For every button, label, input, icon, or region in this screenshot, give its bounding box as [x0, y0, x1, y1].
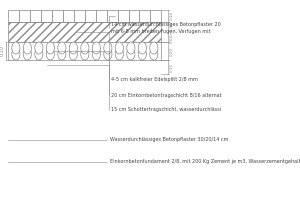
Text: 0.10: 0.10 — [0, 46, 5, 56]
Bar — [150, 10, 161, 22]
Bar — [128, 10, 140, 22]
Circle shape — [12, 48, 20, 60]
Text: 0.04+0.03: 0.04+0.03 — [170, 21, 174, 43]
Text: Wasserdurchlässiges Betonpflaster 30/20/14 cm: Wasserdurchlässiges Betonpflaster 30/20/… — [110, 138, 229, 142]
Circle shape — [127, 48, 135, 60]
Circle shape — [81, 42, 89, 54]
Circle shape — [104, 42, 112, 54]
Circle shape — [69, 42, 77, 54]
Bar — [118, 10, 128, 22]
Bar — [52, 10, 63, 22]
Circle shape — [58, 42, 66, 54]
Circle shape — [81, 48, 89, 60]
Bar — [19, 10, 30, 22]
Text: 20 cm Einkornbetontragschicht 8/16 alternat: 20 cm Einkornbetontragschicht 8/16 alter… — [111, 92, 222, 98]
Circle shape — [46, 42, 54, 54]
Text: 4-5 cm kalkfreier Edelsplitt 2/8 mm: 4-5 cm kalkfreier Edelsplitt 2/8 mm — [111, 77, 198, 82]
Bar — [8, 22, 161, 42]
Bar — [96, 10, 107, 22]
Bar — [85, 10, 96, 22]
Circle shape — [92, 42, 101, 54]
Circle shape — [35, 42, 43, 54]
Bar — [63, 10, 74, 22]
Circle shape — [150, 42, 158, 54]
Circle shape — [138, 42, 146, 54]
Circle shape — [58, 48, 66, 60]
Text: 15 cm Schottertragschicht, wasserdurchlässi: 15 cm Schottertragschicht, wasserdurchlä… — [111, 108, 221, 112]
Bar — [74, 10, 85, 22]
Bar — [8, 10, 19, 22]
Circle shape — [150, 48, 158, 60]
Text: Einkornbetonfundament 2/8, mit 200 Kg Zement je m3, Wasserzementgehalt w/z -: Einkornbetonfundament 2/8, mit 200 Kg Ze… — [110, 160, 300, 164]
Circle shape — [115, 42, 123, 54]
Circle shape — [104, 48, 112, 60]
Bar — [107, 10, 118, 22]
Text: 0.20: 0.20 — [170, 46, 174, 56]
Text: 0.15: 0.15 — [170, 62, 174, 72]
Bar — [30, 10, 41, 22]
Text: 0.14: 0.14 — [170, 12, 174, 20]
Circle shape — [23, 42, 32, 54]
Circle shape — [138, 48, 146, 60]
Bar — [8, 42, 161, 60]
Circle shape — [12, 42, 20, 54]
Circle shape — [115, 48, 123, 60]
Circle shape — [35, 48, 43, 60]
Circle shape — [92, 48, 101, 60]
Text: 14 cm wasserdurchlässiges Betonpflaster 20
mit 6-8 mm breiten Fugen, Verfugen mi: 14 cm wasserdurchlässiges Betonpflaster … — [111, 22, 221, 34]
Circle shape — [23, 48, 32, 60]
Circle shape — [46, 48, 54, 60]
Bar — [41, 10, 52, 22]
Circle shape — [127, 42, 135, 54]
Bar — [140, 10, 150, 22]
Circle shape — [69, 48, 77, 60]
